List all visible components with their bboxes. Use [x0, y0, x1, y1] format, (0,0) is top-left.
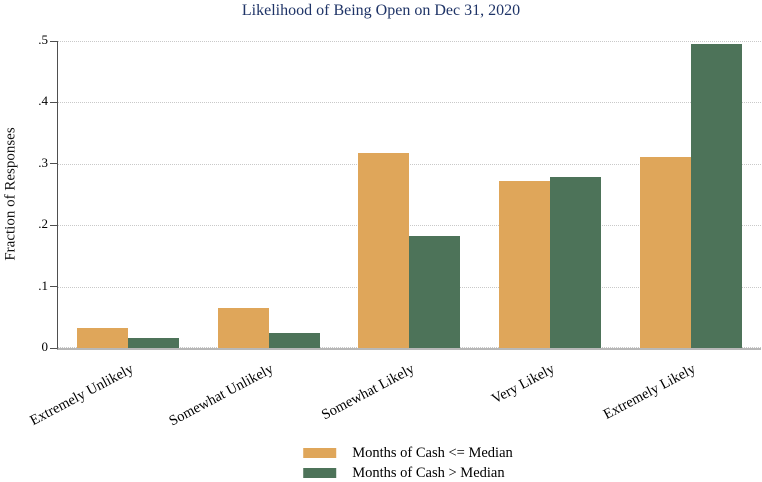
legend-row: Months of Cash > Median	[303, 463, 513, 482]
legend-label: Months of Cash <= Median	[352, 444, 513, 461]
bar-group: Extremely Unlikely	[27, 41, 199, 429]
y-tick	[50, 40, 57, 42]
plot-area: 0 .1 .2 .3 .4 .5 Extremely Unlikely Somewhat Un…	[27, 32, 761, 429]
y-tick-label: .1	[38, 277, 48, 293]
y-tick-label: .4	[38, 93, 48, 109]
bar-group: Somewhat Unlikely	[167, 41, 340, 429]
bar-pair	[620, 41, 761, 348]
y-tick	[50, 286, 57, 288]
y-axis-title: Fraction of Responses	[2, 127, 19, 261]
bar	[639, 157, 691, 348]
bar-pair	[339, 41, 480, 348]
x-tick-label: Very Likely	[489, 361, 558, 408]
bar	[409, 235, 461, 348]
bar-group: Somewhat Likely	[319, 41, 480, 423]
bar	[358, 152, 410, 348]
bar	[499, 181, 551, 348]
bar-group: Extremely Likely	[601, 41, 761, 423]
bar-group: Very Likely	[480, 41, 621, 407]
bar	[217, 308, 269, 348]
y-tick-label: .2	[38, 216, 48, 232]
legend-row: Months of Cash <= Median	[303, 443, 513, 463]
x-tick-label: Somewhat Likely	[318, 361, 417, 424]
y-tick-label: 0	[41, 339, 49, 355]
y-gridline	[58, 41, 761, 42]
bar-pair	[58, 41, 199, 348]
x-tick-label: Extremely Unlikely	[26, 361, 136, 430]
legend-swatch	[303, 448, 337, 458]
y-tick-label: .5	[38, 32, 48, 48]
bar-pair	[480, 41, 621, 348]
y-gridline	[58, 102, 761, 104]
y-tick-label: .3	[38, 154, 48, 170]
y-tick	[50, 163, 57, 165]
legend-label: Months of Cash > Median	[352, 464, 505, 481]
bar-pair	[199, 41, 340, 348]
y-gridline	[58, 225, 761, 227]
bar	[550, 177, 602, 348]
y-tick	[50, 224, 57, 226]
bar	[268, 332, 320, 348]
legend-swatch	[303, 468, 337, 478]
x-tick-label: Somewhat Unlikely	[166, 361, 277, 430]
chart-title: Likelihood of Being Open on Dec 31, 2020	[241, 2, 521, 19]
y-tick	[50, 347, 57, 349]
bar	[128, 337, 180, 348]
bar	[77, 328, 129, 348]
y-gridline	[58, 163, 761, 165]
y-tick	[50, 101, 57, 103]
x-tick-label: Extremely Likely	[600, 361, 699, 423]
bar	[690, 44, 742, 348]
legend: Months of Cash <= Median Months of Cash >…	[303, 443, 513, 482]
